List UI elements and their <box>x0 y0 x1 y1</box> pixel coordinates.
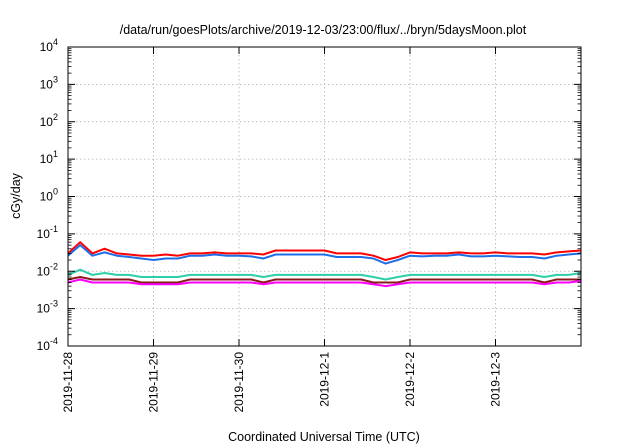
x-tick-label: 2019-12-2 <box>403 352 417 407</box>
series-line-4 <box>67 276 581 284</box>
chart-title: /data/run/goesPlots/archive/2019-12-03/2… <box>120 23 527 37</box>
x-tick-label: 2019-11-30 <box>232 352 246 413</box>
y-tick-label: 104 <box>40 37 58 54</box>
y-tick-label: 10-2 <box>37 261 58 278</box>
y-tick-label: 101 <box>40 149 58 166</box>
series-line-2 <box>67 244 582 265</box>
series-line-5 <box>67 278 582 288</box>
x-tick-label: 2019-12-3 <box>489 352 503 407</box>
x-axis: 2019-11-28 2019-11-29 2019-11-30 2019-12-1 2… <box>61 47 503 413</box>
series-line-1 <box>67 241 582 261</box>
x-tick-label: 2019-11-28 <box>61 352 75 413</box>
y-tick-label: 10-4 <box>37 336 58 353</box>
series-group <box>67 241 582 288</box>
x-tick-label: 2019-11-29 <box>147 352 161 413</box>
y-tick-label: 100 <box>40 187 58 204</box>
y-axis: 10-4 10-3 10-2 10-1 100 101 102 103 104 <box>37 37 581 353</box>
y-axis-label: cGy/day <box>9 172 23 219</box>
y-tick-label: 10-1 <box>37 224 58 241</box>
x-axis-label: Coordinated Universal Time (UTC) <box>228 430 420 444</box>
grid <box>68 47 581 346</box>
y-tick-label: 103 <box>40 74 58 91</box>
y-tick-label: 10-3 <box>37 299 58 316</box>
series-line-3 <box>67 268 582 281</box>
x-tick-label: 2019-12-1 <box>318 352 332 407</box>
y-tick-label: 102 <box>40 112 58 129</box>
